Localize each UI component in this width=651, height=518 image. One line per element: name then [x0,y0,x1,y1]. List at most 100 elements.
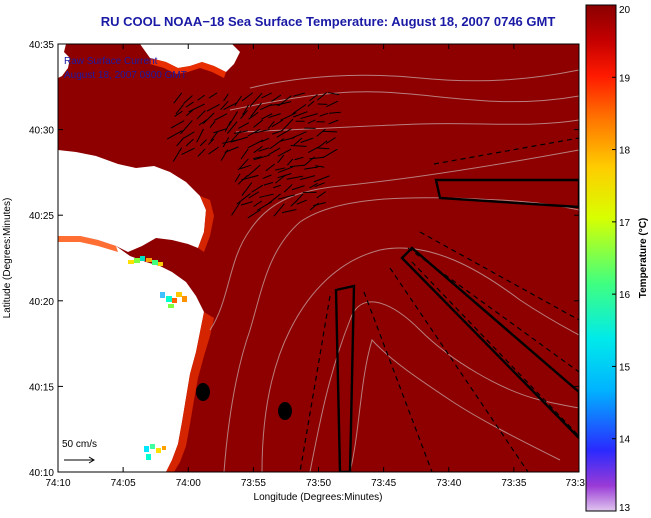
current-vector [280,112,297,121]
y-tick-label: 40:15 [29,382,54,393]
current-vector [268,147,281,156]
current-vector [240,201,253,206]
current-vector [259,193,274,198]
current-vector [291,131,307,139]
current-vector [293,111,308,118]
current-vector [307,119,316,124]
current-vector [174,110,183,117]
x-tick-label: 73:50 [306,478,331,489]
bay-warm-fringe [58,236,118,252]
current-vector [259,104,272,111]
current-vector [304,166,319,170]
map-title: RU COOL NOAA−18 Sea Surface Temperature:… [100,14,556,29]
bathymetry-contours [209,69,579,472]
current-vector [291,185,305,191]
current-vector [185,109,194,117]
land-new-jersey-coast [58,236,204,472]
colorbar-tick-label: 19 [619,73,631,84]
current-vector [319,112,328,117]
current-vector [314,182,325,188]
current-vector [197,148,206,157]
current-vector [327,92,340,96]
current-vector [328,111,341,114]
current-vector [208,92,218,99]
current-vector [286,158,294,166]
current-vector [271,94,282,102]
current-vector [197,94,206,101]
current-vector [223,102,238,111]
current-vector [254,129,270,134]
current-vector [185,101,194,108]
current-vector [322,130,338,133]
current-vector [241,174,259,181]
current-vector [247,139,264,149]
current-vector [290,200,298,207]
current-vector [277,194,295,200]
current-vector [181,147,195,156]
current-vector [269,138,285,150]
current-vector [279,137,295,142]
y-tick-label: 40:25 [29,211,54,222]
current-vector [277,173,292,179]
current-vector [309,156,325,160]
current-vector [241,182,253,196]
current-vector [175,104,185,115]
current-vector [196,110,206,120]
current-vector [249,92,263,107]
current-vector [316,191,327,199]
current-overlay-title: Raw Surface Current [64,56,158,67]
current-vector [253,119,264,128]
current-vector [261,137,270,143]
current-vector [253,145,263,154]
current-vector [323,148,338,158]
current-vector [223,93,229,102]
current-vector [241,92,254,102]
current-vector [170,120,185,129]
y-axis: 40:35 40:30 40:25 40:20 40:15 40:10 [29,40,579,479]
colorbar-tick-label: 18 [619,146,631,157]
current-vector [258,147,270,152]
current-vector [328,119,339,125]
current-vector [292,104,307,115]
station-marker [196,383,210,401]
current-vector [316,128,326,137]
current-vector [210,131,218,142]
current-vector [271,119,284,128]
sandy-hook-fringe [198,196,214,252]
current-vector [248,191,260,199]
current-vector [251,184,264,193]
current-vector [253,154,270,161]
current-vector [309,94,318,102]
current-vector [277,166,294,174]
current-vector [224,120,232,132]
current-vector [325,137,336,145]
current-vector [300,175,316,181]
colorbar [585,4,617,512]
current-vector [236,193,251,205]
current-vector [271,129,284,135]
current-vector [188,103,205,113]
current-vector [234,95,243,107]
scale-label: 50 cm/s [62,439,97,450]
x-tick-label: 73:35 [501,478,526,489]
current-vector [238,122,250,129]
x-axis-label: Longitude (Degrees:Minutes) [254,492,383,503]
current-vector [202,112,215,125]
current-vector [265,163,276,172]
current-vector [296,199,307,205]
current-vector [293,92,305,97]
current-vector [309,182,318,189]
current-vector [206,104,220,112]
x-tick-label: 74:10 [45,478,70,489]
current-vector [198,119,208,126]
current-vector [247,209,261,219]
y-tick-label: 40:20 [29,297,54,308]
current-vector [275,167,286,171]
dashed-transects [299,137,579,472]
current-vector [242,104,250,116]
land-north-shore [140,44,240,72]
current-vector [261,113,273,120]
current-vector [213,128,228,134]
current-vector [220,100,229,111]
current-vector [208,146,219,155]
